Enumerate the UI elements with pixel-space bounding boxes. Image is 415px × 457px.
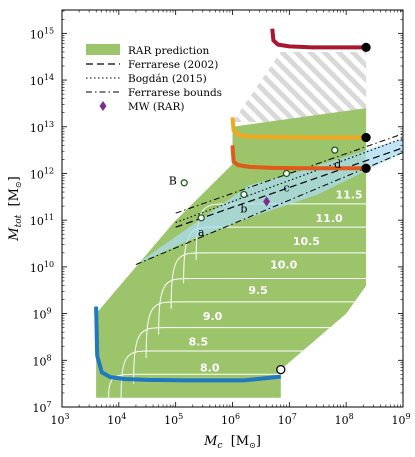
contour-label-10.5: 10.5 bbox=[293, 235, 320, 248]
data-point-label-a: a bbox=[198, 226, 205, 239]
endpoint-marker-4 bbox=[276, 364, 286, 375]
y-tick-label-13: 1013 bbox=[30, 120, 54, 135]
endpoint-marker-2 bbox=[361, 132, 371, 143]
legend-label-ferrarese: Ferrarese (2002) bbox=[128, 59, 218, 71]
legend-label-bogdan: Bogdán (2015) bbox=[128, 73, 207, 85]
legend-label-rar: RAR prediction bbox=[128, 45, 210, 57]
data-point-label-B: B bbox=[169, 174, 177, 187]
endpoint-marker-1 bbox=[361, 42, 371, 53]
contour-line-10.0 bbox=[158, 278, 369, 335]
boundary-curve-2 bbox=[230, 145, 367, 171]
contour-line-10.5 bbox=[170, 252, 369, 309]
legend-swatch-mw bbox=[99, 101, 107, 111]
data-point-label-c: c bbox=[283, 181, 289, 194]
legend-swatch-rar bbox=[86, 44, 120, 55]
y-tick-label-8: 108 bbox=[32, 353, 51, 368]
x-tick-label-9: 109 bbox=[391, 412, 410, 427]
contour-line-8.5 bbox=[120, 350, 369, 398]
bogdan-2015-line bbox=[175, 137, 403, 224]
contour-label-9.0: 9.0 bbox=[203, 310, 223, 323]
hatched-region bbox=[232, 52, 367, 123]
x-tick-label-8: 108 bbox=[335, 412, 354, 427]
data-point-d bbox=[331, 146, 339, 154]
boundary-curve-4 bbox=[270, 28, 367, 50]
data-point-b bbox=[240, 190, 248, 199]
contour-line-9.5 bbox=[145, 301, 369, 358]
x-tick-label-5: 105 bbox=[164, 412, 183, 427]
contour-label-11.5: 11.5 bbox=[335, 188, 362, 201]
x-tick-label-4: 104 bbox=[107, 412, 126, 427]
y-tick-label-7: 107 bbox=[32, 400, 51, 415]
mw-diamond-marker bbox=[263, 196, 271, 207]
y-axis-title: Mtot [M⊙] bbox=[7, 176, 24, 241]
contour-label-9.5: 9.5 bbox=[248, 284, 268, 297]
contour-label-10.0: 10.0 bbox=[270, 259, 297, 272]
legend-label-bounds: Ferrarese bounds bbox=[128, 87, 222, 99]
contour-label-8.0: 8.0 bbox=[200, 361, 220, 374]
data-point-label-b: b bbox=[240, 203, 247, 216]
y-tick-label-15: 1015 bbox=[30, 26, 54, 41]
ferrarese-bound-line-1 bbox=[135, 151, 403, 266]
data-point-B bbox=[180, 179, 188, 187]
contour-label-11.0: 11.0 bbox=[316, 212, 343, 225]
y-tick-label-12: 1012 bbox=[30, 166, 54, 181]
y-tick-label-11: 1011 bbox=[30, 213, 54, 228]
y-tick-label-10: 1010 bbox=[30, 260, 54, 275]
x-tick-label-3: 103 bbox=[50, 412, 69, 427]
contour-line-9.0 bbox=[133, 327, 369, 384]
x-axis-title: Mc [M⊙] bbox=[203, 434, 261, 451]
y-tick-label-9: 109 bbox=[32, 307, 51, 322]
boundary-curve-1 bbox=[94, 306, 282, 383]
data-point-a bbox=[197, 214, 205, 222]
boundary-curve-3 bbox=[230, 117, 367, 140]
x-tick-label-6: 106 bbox=[221, 412, 240, 427]
y-tick-label-14: 1014 bbox=[30, 73, 54, 88]
legend-label-mw: MW (RAR) bbox=[128, 101, 184, 113]
data-point-c bbox=[282, 169, 291, 178]
contour-label-8.5: 8.5 bbox=[189, 336, 209, 349]
data-point-label-d: d bbox=[334, 158, 341, 171]
ferrarese-2002-line bbox=[175, 147, 403, 228]
x-tick-label-7: 107 bbox=[278, 412, 297, 427]
endpoint-marker-3 bbox=[361, 163, 371, 173]
